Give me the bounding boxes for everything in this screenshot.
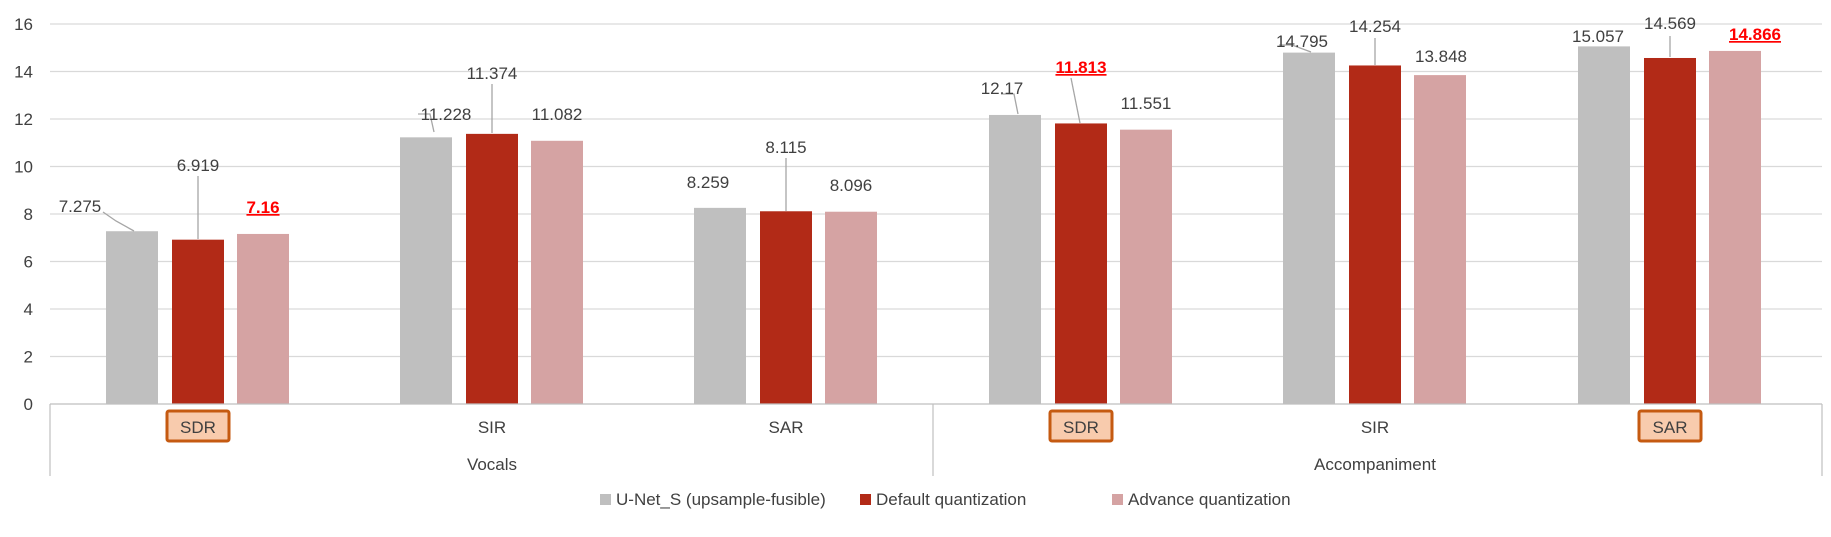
y-tick-label: 8 (24, 205, 33, 224)
data-label: 11.082 (532, 105, 583, 124)
group-label: Vocals (467, 455, 517, 474)
category-label: SIR (478, 418, 506, 437)
bar (1414, 75, 1466, 405)
data-label: 11.813 (1055, 58, 1106, 77)
legend-swatch (600, 494, 611, 505)
data-label: 8.096 (830, 176, 873, 195)
bar (1283, 52, 1335, 405)
category-highlight-box (1637, 409, 1703, 443)
bar (989, 114, 1041, 405)
data-label: 7.275 (59, 197, 102, 216)
y-tick-label: 6 (24, 253, 33, 272)
y-tick-label: 0 (24, 395, 33, 414)
data-label: 8.115 (765, 138, 806, 157)
y-tick-label: 2 (24, 348, 33, 367)
bar (1709, 50, 1761, 405)
legend-swatch (860, 494, 871, 505)
legend-label: Advance quantization (1128, 490, 1291, 509)
category-label: SAR (769, 418, 804, 437)
category-label: SAR (1653, 418, 1688, 437)
category-label: SDR (180, 418, 216, 437)
y-tick-label: 12 (14, 110, 33, 129)
data-label: 11.374 (467, 64, 518, 83)
data-label: 12.17 (981, 79, 1024, 98)
bar (825, 211, 877, 404)
category-highlight-box (1048, 409, 1114, 443)
data-label: 15.057 (1572, 27, 1624, 46)
legend-label: Default quantization (876, 490, 1026, 509)
bar (1120, 129, 1172, 404)
data-label: 14.254 (1349, 17, 1401, 36)
legend-label: U-Net_S (upsample-fusible) (616, 490, 826, 509)
data-label: 7.16 (246, 198, 279, 217)
leader-line (418, 113, 435, 133)
data-label: 8.259 (687, 173, 730, 192)
bar (531, 140, 583, 405)
data-label: 11.228 (421, 105, 472, 124)
leader-line (1001, 93, 1019, 115)
data-label: 13.848 (1415, 47, 1467, 66)
data-label: 6.919 (177, 156, 220, 175)
legend-swatch (1112, 494, 1123, 505)
bar (1349, 65, 1401, 404)
bar (1644, 57, 1696, 405)
group-label: Accompaniment (1314, 455, 1436, 474)
data-label: 14.569 (1644, 14, 1696, 33)
category-highlight-box (165, 409, 231, 443)
data-label: 14.795 (1276, 32, 1328, 51)
data-label: 11.551 (1121, 94, 1172, 113)
leader-line (1070, 77, 1081, 124)
bar (1055, 123, 1107, 404)
y-tick-label: 4 (24, 300, 33, 319)
bar (172, 239, 224, 404)
bar (106, 231, 158, 404)
category-label: SIR (1361, 418, 1389, 437)
bar (760, 211, 812, 404)
leader-line (1279, 44, 1312, 53)
bar (466, 133, 518, 404)
bar (237, 233, 289, 404)
leader-line (102, 211, 135, 232)
y-tick-label: 14 (14, 63, 33, 82)
category-label: SDR (1063, 418, 1099, 437)
bar (1578, 46, 1630, 405)
y-tick-label: 10 (14, 158, 33, 177)
bar (400, 137, 452, 404)
data-label: 14.866 (1729, 25, 1781, 44)
y-tick-label: 16 (14, 15, 33, 34)
bar (694, 207, 746, 404)
